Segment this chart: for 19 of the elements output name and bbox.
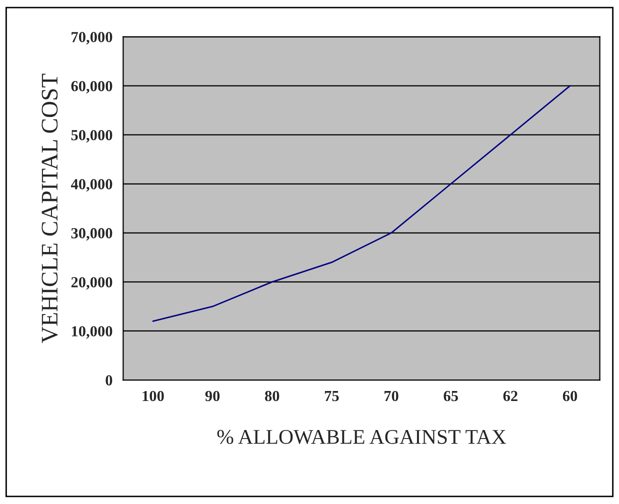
x-tick-label: 75 [324,391,339,402]
x-tick-label: 100 [142,390,164,402]
y-tick-label: 10,000 [72,326,112,339]
y-tick-label: 20,000 [71,277,112,290]
y-tick-label: 40,000 [70,179,112,192]
line-series [152,85,571,322]
x-tick-label: 65 [444,390,458,402]
y-tick-label: 60,000 [71,80,112,94]
y-tick-label: 30,000 [71,228,112,241]
x-tick-label: 70 [384,390,398,402]
y-axis-title: VEHICLE CAPITAL COST [42,74,58,344]
y-tick-label: 0 [106,375,112,386]
x-axis-title: % ALLOWABLE AGAINST TAX [217,430,506,444]
y-tick-label: 70,000 [72,32,112,44]
x-tick-label: 60 [562,390,578,402]
y-tick-label: 50,000 [71,130,112,143]
x-tick-label: 80 [264,390,280,402]
x-tick-label: 62 [503,390,518,402]
x-tick-label: 90 [205,390,220,402]
